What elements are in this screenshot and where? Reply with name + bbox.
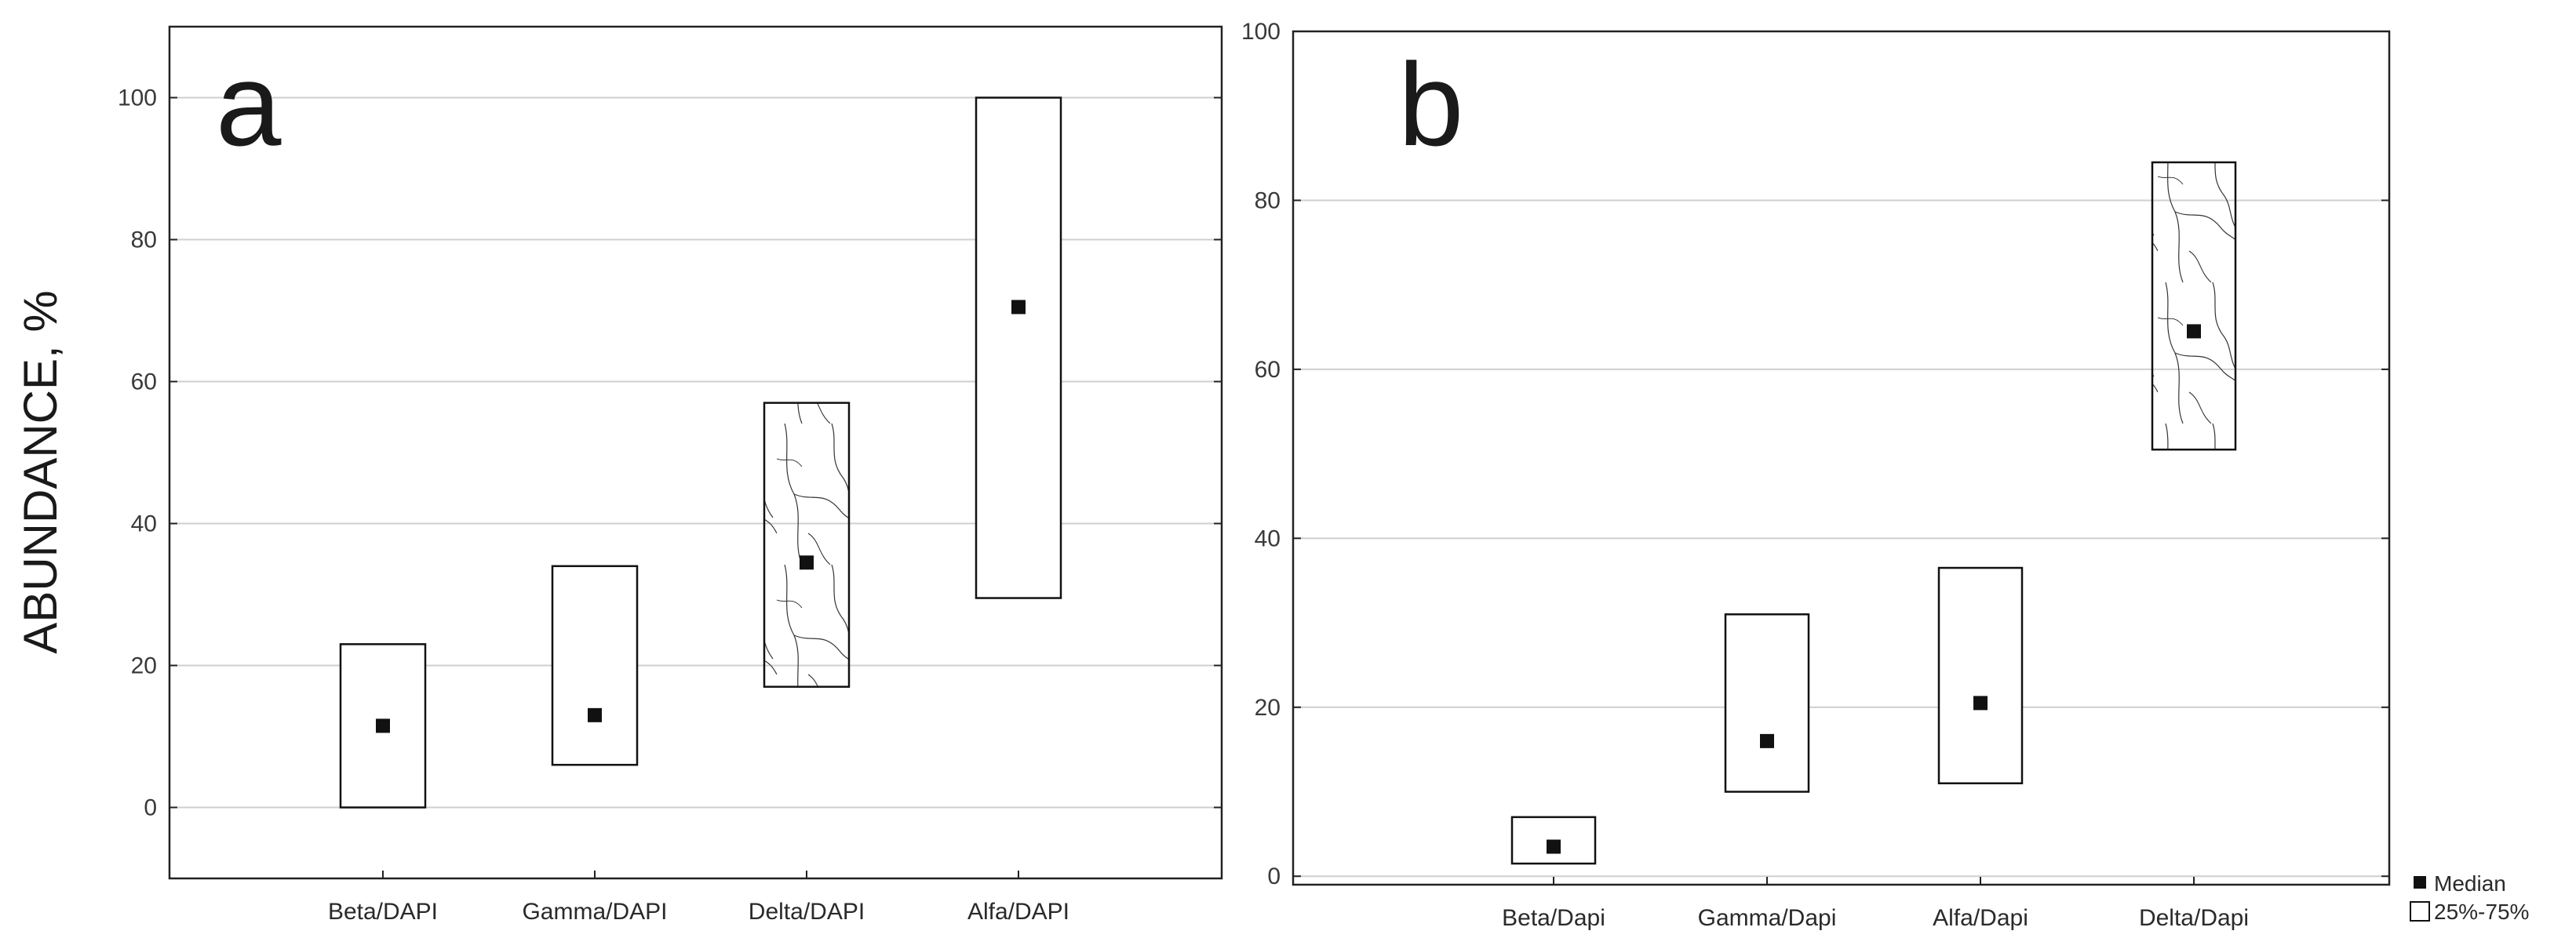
median-point-Gamma/Dapi — [1760, 733, 1774, 748]
legend-box-label: 25%-75% — [2434, 900, 2529, 924]
x-category-label: Gamma/DAPI — [522, 899, 667, 925]
median-point-Beta/Dapi — [1547, 839, 1561, 854]
x-category-label: Alfa/DAPI — [967, 899, 1069, 925]
box-Delta/Dapi — [2151, 161, 2237, 451]
plot-frame — [168, 25, 1223, 880]
plot-frame — [1292, 30, 2391, 886]
box-Gamma/DAPI — [551, 565, 639, 766]
x-category-label: Beta/Dapi — [1502, 905, 1605, 931]
x-category-label: Delta/Dapi — [2139, 905, 2249, 931]
y-tick-label: 20 — [131, 653, 157, 679]
median-point-Delta/DAPI — [800, 555, 814, 570]
x-category-label: Beta/DAPI — [328, 899, 438, 925]
y-tick-label: 40 — [1255, 525, 1281, 551]
x-category-label: Alfa/Dapi — [1933, 905, 2028, 931]
y-tick-label: 0 — [1267, 864, 1281, 889]
panel-a: 0 20 40 60 80 100 Beta/DAPI Gamma/DAPI Delta/DAP… — [14, 25, 1223, 925]
y-tick-label: 80 — [1255, 187, 1281, 213]
median-point-Alfa/DAPI — [1011, 300, 1026, 315]
y-tick-label: 0 — [144, 795, 157, 821]
y-tick-label: 20 — [1255, 695, 1281, 721]
box-Alfa/Dapi — [1937, 566, 2024, 784]
panel-label: b — [1398, 38, 1463, 170]
box-Alfa/DAPI — [975, 96, 1062, 599]
y-tick-label: 80 — [131, 227, 157, 253]
panel-label: a — [216, 38, 282, 170]
legend-median-swatch — [2414, 876, 2426, 889]
median-point-Gamma/DAPI — [588, 707, 602, 722]
y-tick-label: 100 — [118, 85, 157, 111]
box-Gamma/Dapi — [1724, 613, 1810, 793]
median-point-Beta/DAPI — [376, 718, 390, 733]
y-tick-label: 60 — [131, 369, 157, 395]
x-category-label: Delta/DAPI — [749, 899, 865, 925]
box-Delta/DAPI — [763, 402, 851, 688]
y-axis-title: ABUNDANCE, % — [14, 290, 67, 653]
y-tick-label: 40 — [131, 511, 157, 537]
median-point-Alfa/Dapi — [1973, 696, 1988, 711]
legend-median-label: Median — [2434, 871, 2506, 896]
median-point-Delta/Dapi — [2187, 324, 2201, 339]
y-tick-label: 100 — [1241, 19, 1281, 45]
legend-box-swatch — [2410, 901, 2430, 922]
y-tick-label: 60 — [1255, 357, 1281, 383]
panel-b: 0 20 40 60 80 100 Beta/Dapi Gamma/Dapi Alfa/Dapi… — [1241, 19, 2529, 931]
x-category-label: Gamma/Dapi — [1698, 905, 1837, 931]
